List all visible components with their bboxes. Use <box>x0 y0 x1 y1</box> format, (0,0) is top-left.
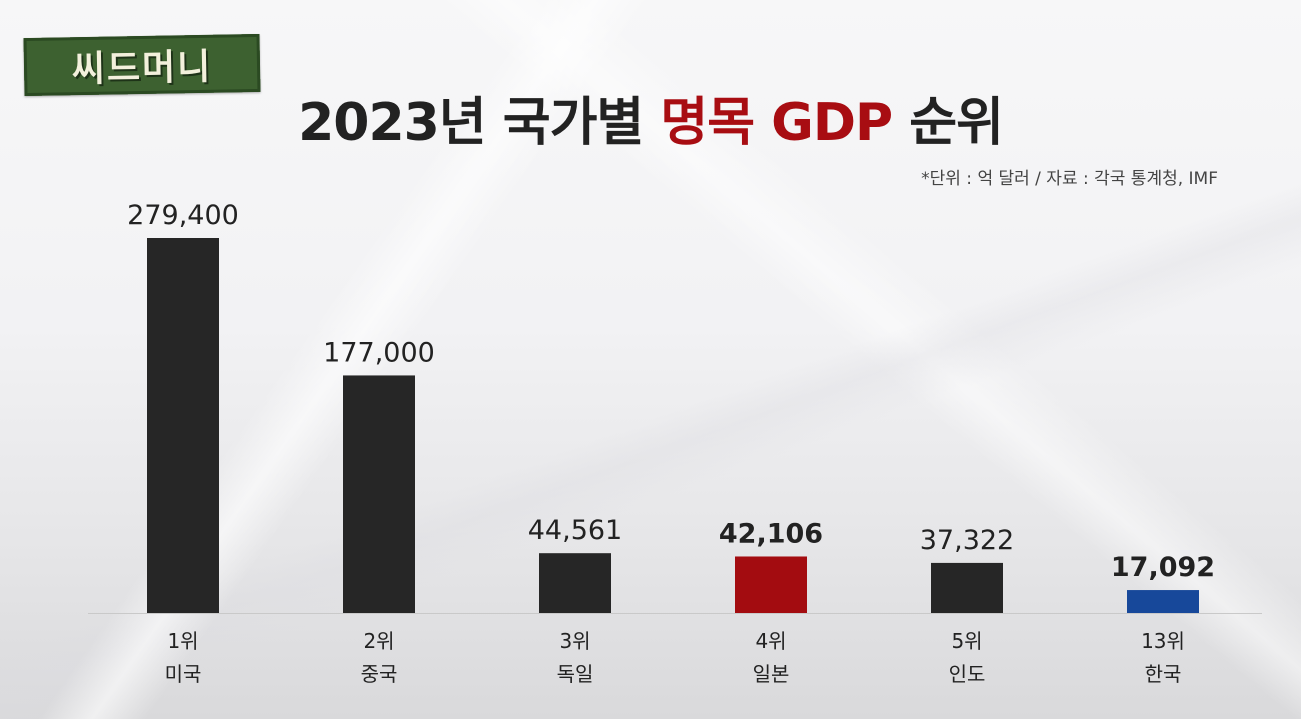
value-label-3: 44,561 <box>528 515 622 546</box>
source-note: *단위 : 억 달러 / 자료 : 각국 통계청, IMF <box>921 169 1218 189</box>
rank-label-6: 13위 <box>1141 629 1185 653</box>
rank-label-1: 1위 <box>167 629 198 653</box>
country-label-6: 한국 <box>1145 662 1182 686</box>
country-label-1: 미국 <box>165 662 202 686</box>
bar-3 <box>539 553 611 613</box>
value-label-6: 17,092 <box>1111 552 1215 583</box>
bar-4 <box>735 556 807 613</box>
chart-title: 2023년 국가별 명목 GDP 순위 <box>0 80 1301 155</box>
rank-label-5: 5위 <box>951 629 982 653</box>
rank-label-3: 3위 <box>559 629 590 653</box>
value-label-5: 37,322 <box>920 525 1014 556</box>
bar-6 <box>1127 590 1199 613</box>
bar-1 <box>147 238 219 613</box>
country-label-4: 일본 <box>753 662 790 686</box>
rank-label-2: 2위 <box>363 629 394 653</box>
title-suffix: 순위 <box>892 93 1004 153</box>
country-label-5: 인도 <box>949 662 986 686</box>
value-label-4: 42,106 <box>719 518 823 549</box>
bar-5 <box>931 562 1003 613</box>
rank-label-4: 4위 <box>755 629 786 653</box>
country-label-3: 독일 <box>557 662 594 686</box>
country-label-2: 중국 <box>361 662 398 686</box>
bar-2 <box>343 375 415 613</box>
value-label-2: 177,000 <box>323 337 435 368</box>
value-label-1: 279,400 <box>127 200 239 231</box>
title-highlight: 명목 GDP <box>660 93 893 153</box>
title-prefix: 2023년 국가별 <box>298 93 661 153</box>
